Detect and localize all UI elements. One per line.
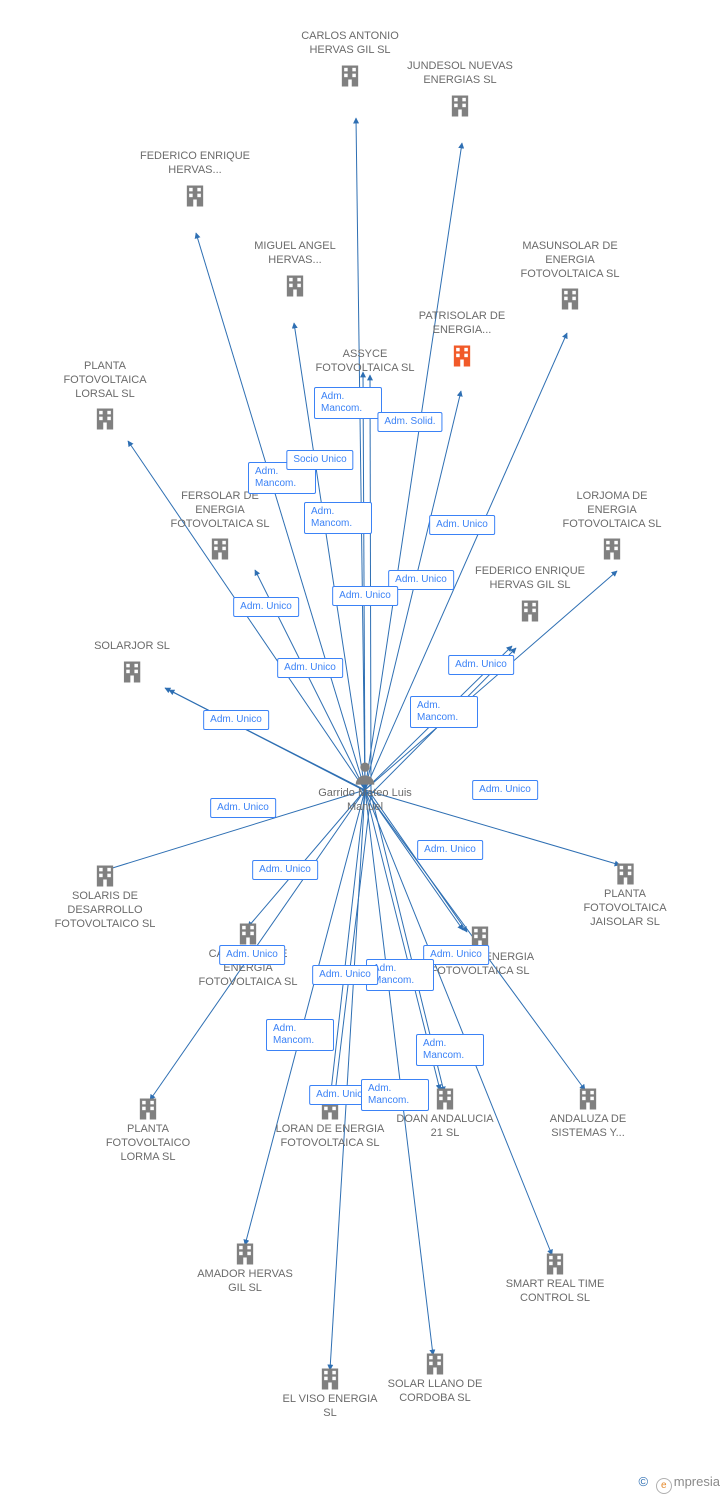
diagram-canvas [0, 0, 728, 1500]
brand-badge-icon: e [656, 1478, 672, 1494]
brand-text: mpresia [674, 1474, 720, 1489]
copyright-symbol: © [639, 1474, 649, 1489]
credit: © empresia [639, 1474, 720, 1494]
